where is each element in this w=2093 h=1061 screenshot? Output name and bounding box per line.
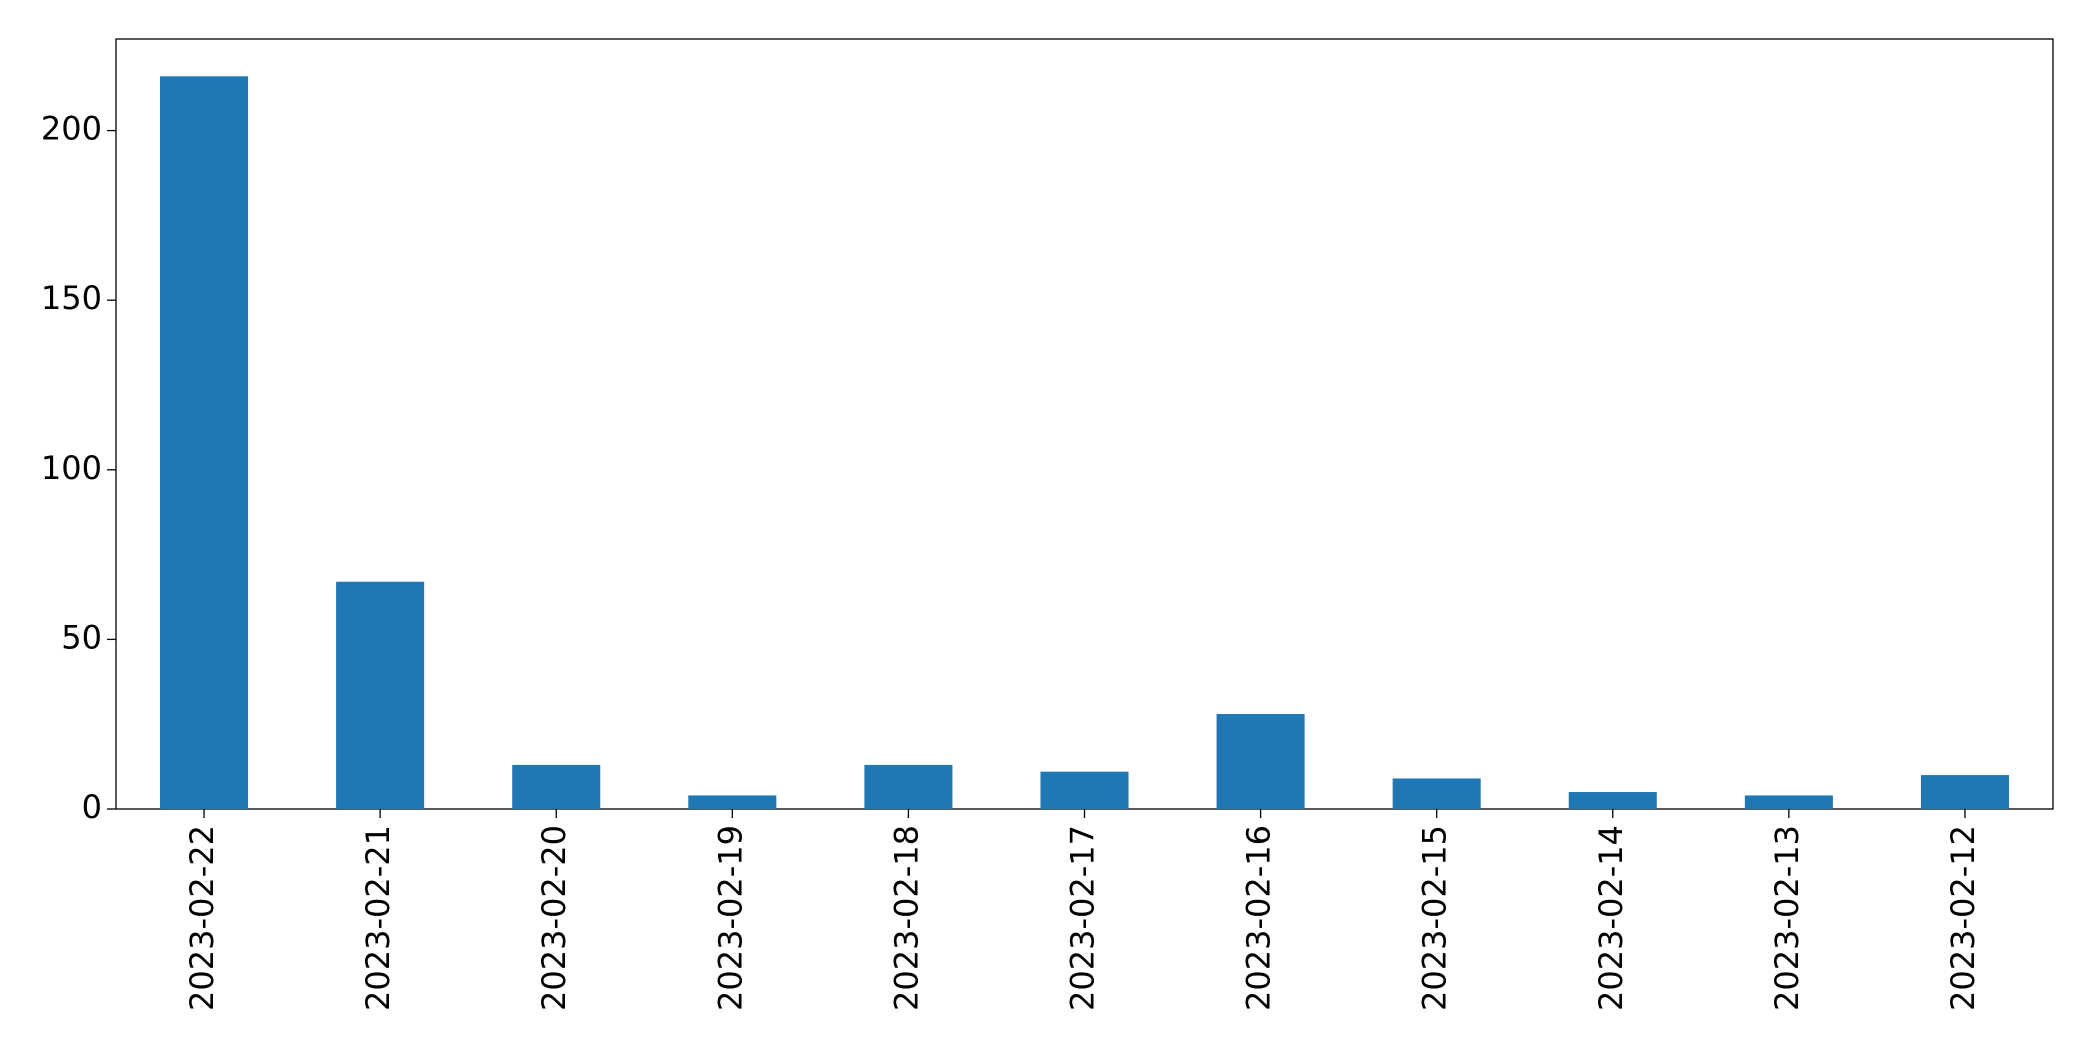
y-tick-label: 50 <box>61 618 102 656</box>
x-tick-label: 2023-02-16 <box>1240 825 1278 1011</box>
x-tick-label: 2023-02-22 <box>183 825 221 1011</box>
bar <box>512 764 601 809</box>
x-tick-label: 2023-02-18 <box>887 825 925 1011</box>
bar <box>864 764 953 809</box>
x-tick-label: 2023-02-13 <box>1768 825 1806 1011</box>
y-tick-label: 150 <box>41 279 102 317</box>
x-tick-label: 2023-02-17 <box>1064 825 1102 1011</box>
y-tick-label: 0 <box>82 788 102 826</box>
y-tick-label: 100 <box>41 449 102 487</box>
bar <box>160 76 249 810</box>
bar <box>1920 775 2009 809</box>
x-tick-label: 2023-02-21 <box>359 825 397 1011</box>
bar <box>1568 792 1657 809</box>
bar <box>1040 771 1129 809</box>
x-tick-label: 2023-02-12 <box>1944 825 1982 1011</box>
bar <box>336 581 425 809</box>
x-tick-label: 2023-02-14 <box>1592 825 1630 1011</box>
bar <box>1744 795 1833 809</box>
y-tick-label: 200 <box>41 110 102 148</box>
bar <box>1392 778 1481 809</box>
bar <box>1216 714 1305 809</box>
x-tick-label: 2023-02-20 <box>535 825 573 1011</box>
x-tick-label: 2023-02-19 <box>711 825 749 1011</box>
bar <box>688 795 777 809</box>
x-tick-label: 2023-02-15 <box>1416 825 1454 1011</box>
